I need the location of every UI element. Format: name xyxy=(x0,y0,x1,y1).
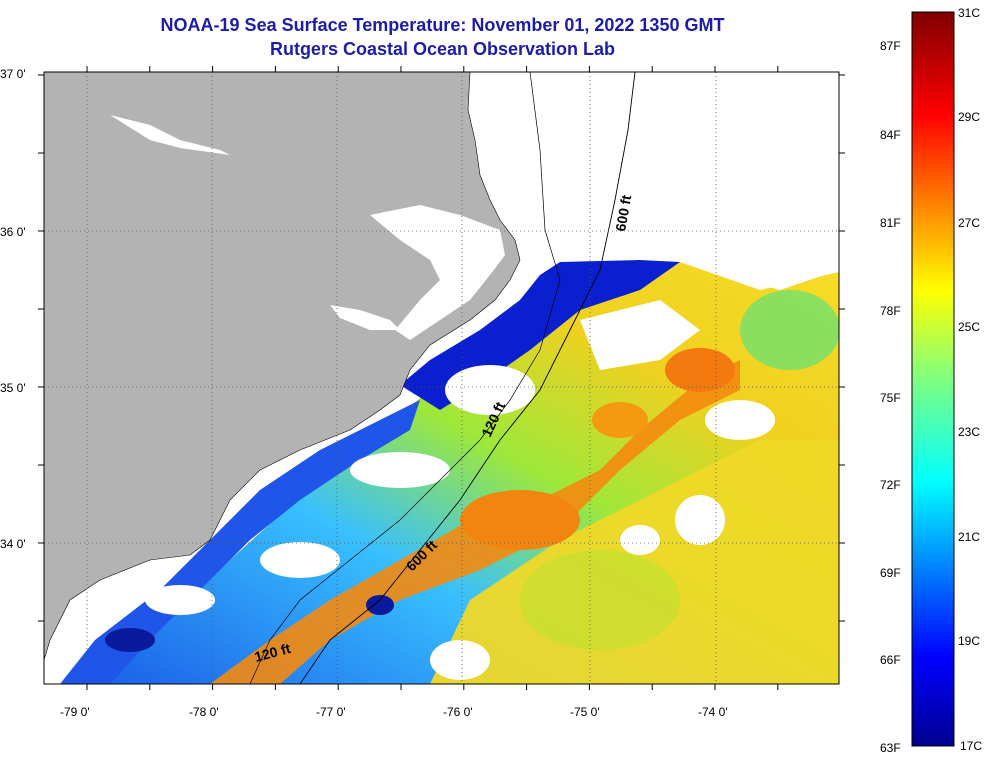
warm-patch xyxy=(665,348,735,392)
cool-patch xyxy=(520,550,680,650)
latitude-labels: 37 0' 36 0' 35 0' 34 0' xyxy=(0,67,26,551)
river-estuary xyxy=(330,305,400,330)
cloud-patch xyxy=(430,640,490,680)
cloud-patch xyxy=(145,585,215,615)
contour-600ft xyxy=(299,72,636,684)
cold-patch xyxy=(105,628,155,652)
depth-label-600ft-north: 600 ft xyxy=(612,193,634,232)
cloud-patch xyxy=(620,525,660,555)
axis-ticks xyxy=(38,66,845,690)
pamlico-sound xyxy=(370,205,505,340)
lat-label: 37 0' xyxy=(0,67,26,81)
cloud-patch xyxy=(580,300,700,370)
map-frame xyxy=(43,71,840,685)
cloud-patch xyxy=(44,72,839,290)
lat-label: 35 0' xyxy=(0,381,26,395)
longitude-labels: -79 0' -78 0' -77 0' -76 0' -75 0' -74 0… xyxy=(60,705,728,719)
graticule xyxy=(44,72,839,684)
lon-label: -77 0' xyxy=(316,705,346,719)
contour-120ft xyxy=(249,72,561,684)
cloud-patch xyxy=(705,400,775,440)
cloud-patch xyxy=(260,542,340,578)
map-title: NOAA-19 Sea Surface Temperature: Novembe… xyxy=(160,15,725,35)
cloud-patch xyxy=(350,452,450,488)
lon-label: -79 0' xyxy=(60,705,90,719)
cloud-patch xyxy=(445,365,535,415)
map-frame-content: 600 ft 120 ft 600 ft 120 ft xyxy=(44,72,839,684)
albemarle-sound xyxy=(110,115,230,155)
lon-label: -75 0' xyxy=(570,705,600,719)
lon-label: -78 0' xyxy=(189,705,219,719)
cloud-patch xyxy=(675,495,725,545)
warm-patch xyxy=(460,490,580,550)
map-subtitle: Rutgers Coastal Ocean Observation Lab xyxy=(269,39,616,59)
cold-coastal-water xyxy=(60,400,420,684)
lon-label: -74 0' xyxy=(698,705,728,719)
lat-label: 36 0' xyxy=(0,225,26,239)
lat-label: 34 0' xyxy=(0,537,26,551)
cool-patch xyxy=(740,290,839,370)
cold-patch xyxy=(366,595,394,615)
lon-label: -76 0' xyxy=(443,705,473,719)
warm-patch xyxy=(592,402,648,438)
